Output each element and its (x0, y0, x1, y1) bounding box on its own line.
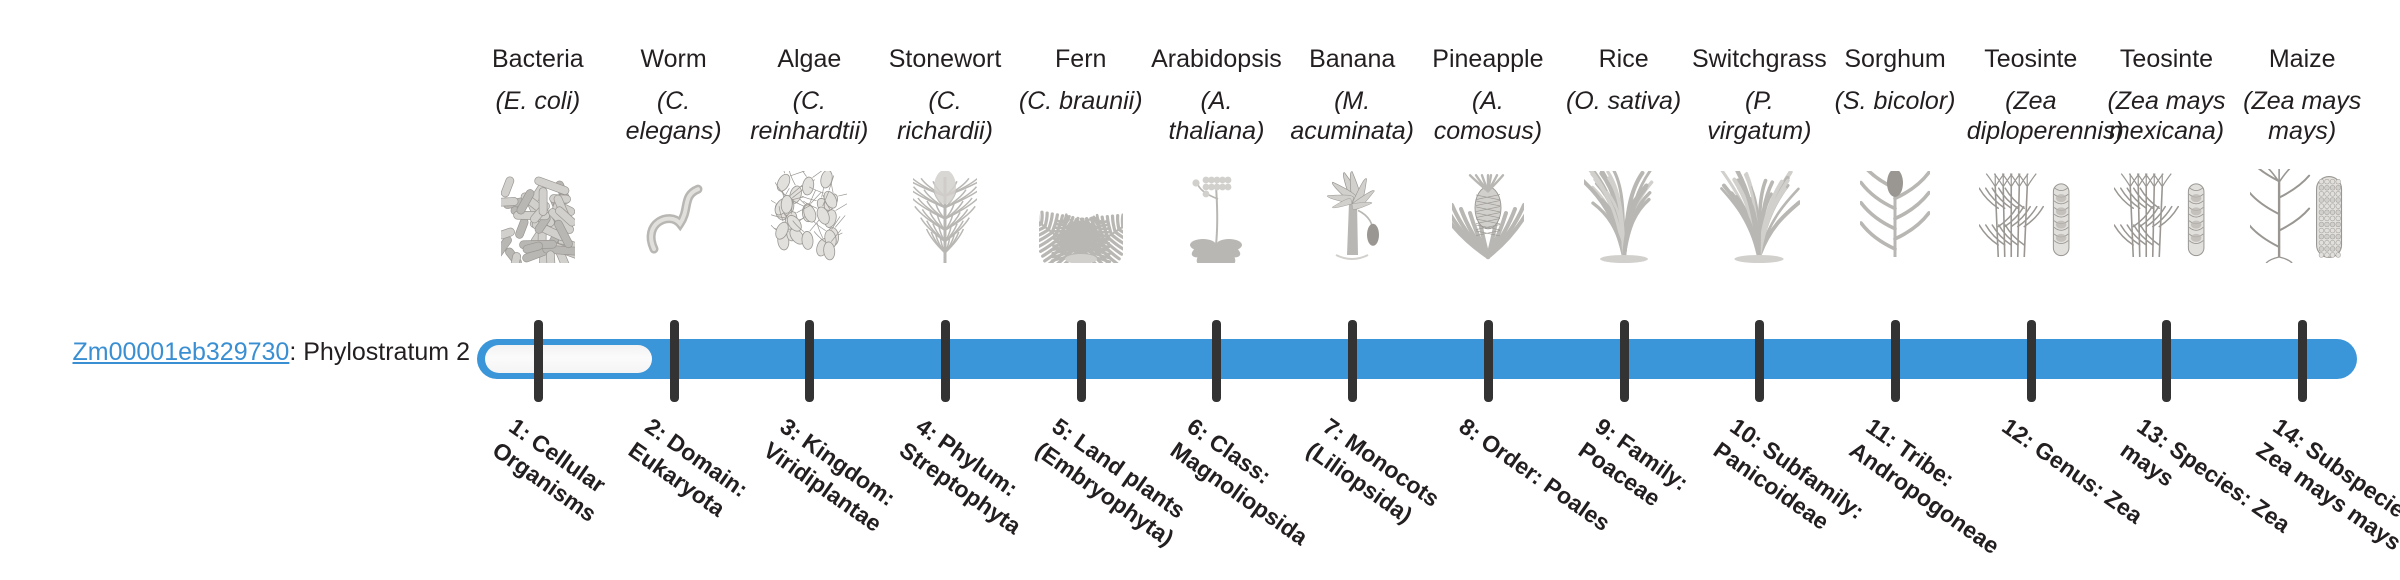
phylostratum-bar-fill (485, 345, 652, 373)
species-scientific-name: (E. coli) (495, 87, 581, 115)
phylostratum-tick (1619, 320, 1629, 402)
species-scientific-name: (C. richardii) (897, 87, 993, 145)
species-column: Sorghum (S. bicolor) (1827, 44, 1963, 116)
species-common-name: Teosinte (1984, 45, 2078, 73)
phylostratum-bar-track[interactable] (477, 339, 2357, 379)
arabidopsis-rosette-illustration (1149, 163, 1285, 263)
phylostratum-tick (533, 320, 543, 402)
species-scientific-name: (A. thaliana) (1168, 87, 1265, 145)
banana-plant-illustration (1284, 163, 1420, 263)
species-column: Worm (C. elegans) (606, 44, 742, 146)
maize-plant-and-cob-illustration (2234, 163, 2370, 263)
sorghum-plant-illustration (1827, 163, 1963, 263)
nematode-worm-illustration (606, 163, 742, 263)
pineapple-plant-illustration (1420, 163, 1556, 263)
teosinte-plant-and-ear-illustration (2099, 163, 2235, 263)
species-scientific-name: (C. braunii) (1018, 87, 1143, 115)
species-column: Fern (C. braunii) (1013, 44, 1149, 116)
fern-frond-illustration (1013, 163, 1149, 263)
phylostratum-rank-label: 3: Kingdom: Viridiplantae (759, 412, 901, 537)
phylostratum-rank-label: 11: Tribe: Andropogoneae (1844, 412, 2005, 560)
species-scientific-name: (Zea mays mays) (2243, 87, 2362, 145)
phylostratum-tick (1348, 320, 1358, 402)
stonewort-whorl-illustration (877, 163, 1013, 263)
species-common-name: Stonewort (888, 45, 1002, 73)
phylostratum-tick (1483, 320, 1493, 402)
species-scientific-name: (C. reinhardtii) (750, 87, 869, 145)
phylostratum-rank-label: 1: Cellular Organisms (487, 412, 611, 527)
phylostratum-tick (805, 320, 815, 402)
species-common-name: Arabidopsis (1151, 45, 1282, 73)
species-scientific-name: (Zea mays mexicana) (2107, 87, 2226, 145)
species-column: Pineapple (A. comosus) (1420, 44, 1556, 146)
species-common-name: Rice (1598, 45, 1649, 73)
species-common-name: Switchgrass (1691, 45, 1827, 73)
teosinte-plant-and-ear-illustration (1963, 163, 2099, 263)
species-column: Switchgrass (P. virgatum) (1691, 44, 1827, 146)
phylostratum-tick (1076, 320, 1086, 402)
species-column: Stonewort (C. richardii) (877, 44, 1013, 146)
species-common-name: Fern (1055, 45, 1107, 73)
species-column: Arabidopsis (A. thaliana) (1149, 44, 1285, 146)
phylostratum-tick (1212, 320, 1222, 402)
green-algae-cells-illustration (741, 163, 877, 263)
gene-label-separator: : (289, 338, 304, 366)
species-common-name: Worm (640, 45, 707, 73)
species-column: Algae (C. reinhardtii) (741, 44, 877, 146)
switchgrass-illustration (1691, 163, 1827, 263)
species-common-name: Pineapple (1432, 45, 1544, 73)
phylostratum-rank-label: 13: Species: Zea mays (2116, 412, 2296, 538)
phylostratum-tick (2026, 320, 2036, 402)
species-scientific-name: (M. acuminata) (1290, 87, 1414, 145)
species-scientific-name: (Zea diploperennis) (1966, 87, 2124, 145)
gene-phylostratum-label: Zm00001eb329730: Phylostratum 2 (40, 337, 470, 367)
phylostratum-rank-label: 7: Monocots (Liliopsida) (1302, 412, 1445, 529)
species-column: Banana (M. acuminata) (1284, 44, 1420, 146)
species-scientific-name: (S. bicolor) (1834, 87, 1956, 115)
phylostratum-tick (941, 320, 950, 402)
phylostratum-rank-label: 4: Phylum: Streptophyta (894, 412, 1026, 540)
phylostratum-rank-label: 8: Order: Poales (1454, 412, 1615, 537)
phylostratum-rank-label: 9: Family: Poaceae (1573, 412, 1693, 512)
phylostratum-value-text: Phylostratum 2 (303, 338, 470, 366)
rice-grass-illustration (1556, 163, 1692, 263)
species-scientific-name: (A. comosus) (1433, 87, 1543, 145)
species-common-name: Banana (1309, 45, 1396, 73)
phylostratum-tick (669, 320, 679, 402)
species-column: Teosinte (Zea mays mexicana) (2099, 44, 2235, 146)
phylostratum-rank-label: 14: Subspecies: Zea mays mays (2252, 412, 2400, 556)
species-common-name: Maize (2268, 45, 2336, 73)
species-scientific-name: (C. elegans) (625, 87, 722, 145)
species-scientific-name: (P. virgatum) (1707, 87, 1812, 145)
phylostratum-tick (1755, 320, 1765, 402)
species-common-name: Algae (777, 45, 842, 73)
bacteria-rods-illustration (470, 163, 606, 263)
species-columns: Bacteria (E. coli) Worm (C. elegans) Algae (C… (470, 44, 2370, 314)
phylostratum-rank-label: 6: Class: Magnoliopsida (1166, 412, 1314, 551)
phylostratum-rank-label: 12: Genus: Zea (1997, 412, 2148, 529)
species-column: Rice (O. sativa) (1556, 44, 1692, 116)
species-common-name: Bacteria (492, 45, 584, 73)
phylostratum-rank-label: 5: Land plants (Embryophyta) (1030, 412, 1190, 551)
phylostratum-tick (2162, 320, 2172, 402)
phylostratum-rank-label: 2: Domain: Eukaryota (623, 412, 753, 522)
phylostratum-tick (2298, 320, 2308, 402)
phylostratum-tick (1891, 320, 1900, 402)
species-column: Maize (Zea mays mays) (2234, 44, 2370, 146)
gene-id-link[interactable]: Zm00001eb329730 (72, 338, 290, 366)
species-common-name: Sorghum (1844, 45, 1946, 73)
phylostratum-rank-label: 10: Subfamily: Panicoideae (1709, 412, 1870, 535)
species-common-name: Teosinte (2119, 45, 2214, 73)
species-column: Bacteria (E. coli) (470, 44, 606, 116)
species-scientific-name: (O. sativa) (1565, 87, 1682, 115)
species-column: Teosinte (Zea diploperennis) (1963, 44, 2124, 146)
